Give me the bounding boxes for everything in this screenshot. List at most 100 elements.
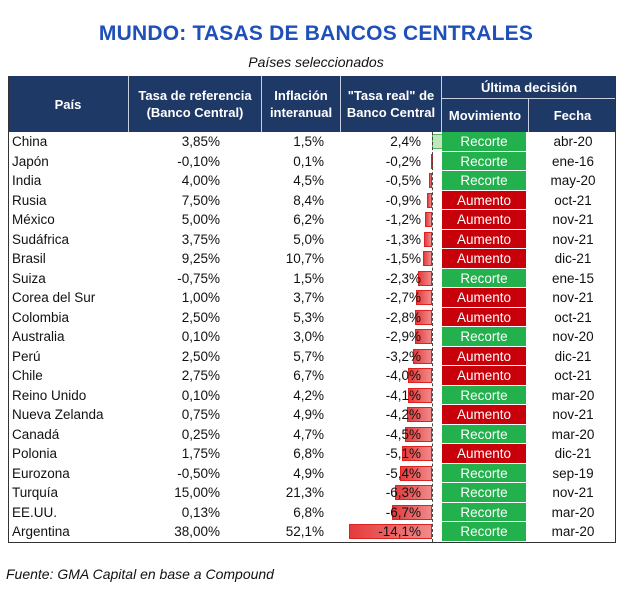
real-rate-zero-axis xyxy=(432,132,433,542)
table-row: México 5,00% 6,2% -1,2% Aumento nov-21 xyxy=(8,210,616,230)
country-cell: Corea del Sur xyxy=(12,290,96,305)
policy-rate-cell: 3,85% xyxy=(181,134,220,149)
inflation-cell: 1,5% xyxy=(293,134,324,149)
inflation-cell: 3,7% xyxy=(293,290,324,305)
inflation-cell: 0,1% xyxy=(293,153,324,169)
movement-badge: Recorte xyxy=(442,424,526,444)
country-cell: Reino Unido xyxy=(12,387,87,403)
header-rate-line2: (Banco Central) xyxy=(146,105,244,120)
country-cell: India xyxy=(12,173,42,188)
real-rate-cell: -2,8% xyxy=(341,308,432,328)
header-inflation: Inflación interanual xyxy=(262,76,340,132)
table-row: Argentina 38,00% 52,1% -14,1% Recorte mar-20 xyxy=(8,522,616,542)
inflation-cell: 5,7% xyxy=(293,348,324,364)
decision-date-cell: mar-20 xyxy=(551,504,595,520)
policy-rate-cell: 0,10% xyxy=(181,387,220,403)
policy-rate-cell: 5,00% xyxy=(181,212,220,227)
decision-date-cell: oct-21 xyxy=(554,309,592,325)
header-rate: Tasa de referencia (Banco Central) xyxy=(129,76,261,132)
movement-badge: Recorte xyxy=(442,483,526,503)
real-rate-bar xyxy=(407,407,432,422)
country-cell: Perú xyxy=(12,348,41,364)
country-cell: China xyxy=(12,134,48,149)
movement-badge: Recorte xyxy=(442,463,526,483)
real-rate-value: -2,8% xyxy=(385,309,421,325)
real-rate-value: -1,5% xyxy=(385,251,421,266)
decision-date-cell: ene-16 xyxy=(551,153,595,169)
real-rate-value: -0,5% xyxy=(385,173,421,188)
movement-badge: Recorte xyxy=(442,327,526,347)
table-row: Eurozona -0,50% 4,9% -5,4% Recorte sep-19 xyxy=(8,463,616,483)
movement-badge: Aumento xyxy=(442,405,526,425)
real-rate-value: -4,5% xyxy=(385,426,421,442)
real-rate-value: -6,3% xyxy=(385,485,421,500)
real-rate-bar xyxy=(401,446,432,461)
inflation-cell: 6,7% xyxy=(293,368,324,383)
inflation-cell: 4,9% xyxy=(293,465,324,481)
real-rate-cell: -4,5% xyxy=(341,425,432,445)
table-subtitle: Países seleccionados xyxy=(248,54,384,70)
real-rate-cell: -6,7% xyxy=(341,503,432,523)
country-cell: Brasil xyxy=(12,251,46,266)
real-rate-cell: -2,9% xyxy=(341,327,432,347)
real-rate-bar xyxy=(426,192,432,208)
real-rate-cell: -14,1% xyxy=(341,522,432,542)
header-inflation-line2: interanual xyxy=(269,105,333,120)
movement-badge: Aumento xyxy=(442,307,526,327)
country-cell: Japón xyxy=(12,153,49,169)
real-rate-bar xyxy=(348,524,432,539)
real-rate-value: -6,7% xyxy=(385,504,421,520)
real-rate-bar xyxy=(405,426,432,442)
policy-rate-cell: 1,75% xyxy=(181,446,220,461)
table-header: País Tasa de referencia (Banco Central) … xyxy=(8,76,616,132)
source-note: Fuente: GMA Capital en base a Compound xyxy=(6,566,274,582)
policy-rate-cell: 1,00% xyxy=(181,290,220,305)
real-rate-cell: -3,2% xyxy=(341,347,432,367)
decision-date-cell: dic-21 xyxy=(554,348,592,364)
policy-rate-cell: 38,00% xyxy=(174,524,220,539)
inflation-cell: 6,8% xyxy=(293,446,324,461)
country-cell: Rusia xyxy=(12,192,47,208)
table-row: Sudáfrica 3,75% 5,0% -1,3% Aumento nov-21 xyxy=(8,229,616,250)
real-rate-bar xyxy=(400,465,432,481)
decision-date-cell: nov-20 xyxy=(552,329,594,344)
policy-rate-cell: 0,13% xyxy=(181,504,220,520)
policy-rate-cell: 3,75% xyxy=(181,231,220,247)
real-rate-cell: -4,2% xyxy=(341,405,432,425)
real-rate-value: -4,0% xyxy=(385,368,421,383)
real-rate-value: -1,3% xyxy=(385,231,421,247)
inflation-cell: 1,5% xyxy=(293,270,324,286)
decision-date-cell: nov-21 xyxy=(552,485,594,500)
movement-badge: Aumento xyxy=(442,210,526,230)
policy-rate-cell: 2,50% xyxy=(181,348,220,364)
table-title: MUNDO: TASAS DE BANCOS CENTRALES xyxy=(98,22,534,45)
real-rate-value: -5,1% xyxy=(385,446,421,461)
real-rate-cell: -1,3% xyxy=(341,230,432,250)
table-row: Corea del Sur 1,00% 3,7% -2,7% Aumento nov-21 xyxy=(8,288,616,308)
movement-badge: Aumento xyxy=(442,229,526,249)
real-rate-cell: -5,1% xyxy=(341,444,432,464)
real-rate-cell: -1,2% xyxy=(341,210,432,230)
table-row: Chile 2,75% 6,7% -4,0% Aumento oct-21 xyxy=(8,366,616,386)
policy-rate-cell: -0,50% xyxy=(177,465,220,481)
real-rate-bar xyxy=(416,290,432,305)
table-row: Polonia 1,75% 6,8% -5,1% Aumento dic-21 xyxy=(8,444,616,464)
inflation-cell: 4,9% xyxy=(293,407,324,422)
movement-badge: Recorte xyxy=(442,522,526,542)
real-rate-value: 2,4% xyxy=(390,134,421,149)
table-side-border xyxy=(8,76,9,542)
real-rate-bar xyxy=(408,368,432,383)
table-row: Australia 0,10% 3,0% -2,9% Recorte nov-20 xyxy=(8,327,616,347)
inflation-cell: 6,8% xyxy=(293,504,324,520)
table-row: Colombia 2,50% 5,3% -2,8% Aumento oct-21 xyxy=(8,307,616,328)
real-rate-bar xyxy=(415,309,432,325)
country-cell: EE.UU. xyxy=(12,504,58,520)
table-row: India 4,00% 4,5% -0,5% Recorte may-20 xyxy=(8,171,616,191)
policy-rate-cell: 7,50% xyxy=(181,192,220,208)
policy-rate-cell: 2,75% xyxy=(181,368,220,383)
real-rate-bar xyxy=(392,504,432,520)
movement-badge: Aumento xyxy=(442,288,526,308)
real-rate-cell: -4,0% xyxy=(341,366,432,386)
movement-badge: Aumento xyxy=(442,249,526,269)
country-cell: Turquía xyxy=(12,485,59,500)
